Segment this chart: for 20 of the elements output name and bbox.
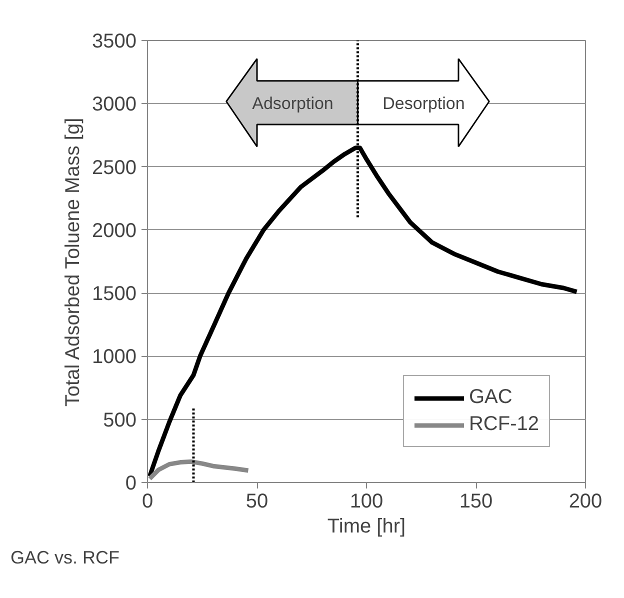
annotation: Desorption: [382, 94, 465, 114]
x-tick-label: 50: [246, 490, 268, 512]
y-tick-label: 2000: [92, 220, 137, 242]
annotation: Adsorption: [252, 94, 334, 114]
y-tick-label: 1000: [92, 346, 137, 368]
y-tick-label: 0: [125, 472, 136, 494]
legend-label: GAC: [468, 386, 512, 409]
y-tick-label: 2500: [92, 156, 137, 179]
y-tick-label: 500: [103, 409, 137, 432]
x-tick-label: 100: [350, 490, 384, 512]
x-axis-title: Time [hr]: [327, 516, 406, 538]
y-tick-label: 3000: [92, 94, 137, 116]
x-tick-label: 0: [142, 490, 154, 512]
y-tick-label: 3500: [92, 30, 137, 52]
legend-label: RCF-12: [468, 413, 539, 436]
x-tick-label: 150: [459, 490, 493, 512]
text: GAC vs. RCF: [10, 548, 120, 568]
y-tick-label: 1500: [92, 283, 137, 306]
x-tick-label: 200: [568, 490, 602, 512]
y-axis-title: Total Adsorbed Toluene Mass [g]: [62, 118, 84, 407]
